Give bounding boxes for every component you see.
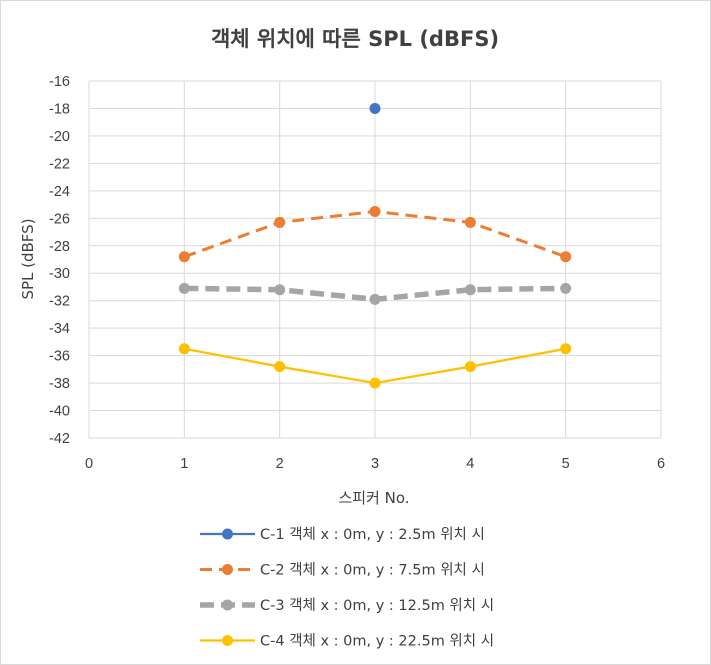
plot-series [178,102,572,389]
chart-title: 객체 위치에 따른 SPL (dBFS) [211,27,499,51]
legend-swatch-marker [222,528,233,540]
series-4-point [560,343,572,355]
y-tick-label: -16 [49,74,70,90]
legend-swatch-marker [222,564,233,575]
legend-label: C-3 객체 x : 0m, y : 12.5m 위치 시 [260,597,494,614]
x-tick-label: 0 [85,456,93,472]
x-tick-label: 1 [180,456,188,472]
series-4-point [464,361,476,373]
y-tick-label: -40 [49,404,70,420]
legend-label: C-1 객체 x : 0m, y : 2.5m 위치 시 [260,526,485,543]
y-tick-label: -18 [49,101,70,117]
x-tick-label: 2 [276,456,284,472]
legend-item-2: C-2 객체 x : 0m, y : 7.5m 위치 시 [200,562,485,579]
y-tick-label: -24 [49,184,70,200]
y-tick-label: -36 [49,349,70,365]
y-tick-label: -38 [49,376,70,392]
x-axis-title: 스피커 No. [338,489,409,507]
series-2-point [464,216,476,228]
legend: C-1 객체 x : 0m, y : 2.5m 위치 시 C-2 객체 x : 0… [200,526,494,650]
y-tick-label: -42 [49,431,70,447]
x-tick-label: 6 [657,456,665,472]
series-2-point [178,251,190,263]
series-3 [178,282,572,305]
series-4-point [369,377,381,389]
x-tick-label: 5 [562,456,570,472]
series-2 [178,205,572,263]
series-1 [369,102,381,114]
y-tick-label: -32 [49,294,70,310]
y-tick-label: -20 [49,129,70,145]
series-3-point [178,282,190,294]
series-4 [178,343,572,389]
series-2-point [369,205,381,217]
y-axis-title: SPL (dBFS) [19,218,37,299]
series-2-point [560,251,572,263]
legend-label: C-4 객체 x : 0m, y : 22.5m 위치 시 [260,633,494,650]
legend-item-1: C-1 객체 x : 0m, y : 2.5m 위치 시 [200,526,485,543]
y-axis-tick-labels: -16 -18 -20 -22 -24 -26 -28 -30 -32 -34 -36 -38 -40 -… [49,74,70,447]
y-tick-label: -28 [49,239,70,255]
series-2-point [274,216,286,228]
series-4-point [274,361,286,373]
series-4-point [178,343,190,355]
series-3-point [464,284,476,296]
y-tick-label: -30 [49,266,70,282]
legend-label: C-2 객체 x : 0m, y : 7.5m 위치 시 [260,562,485,579]
series-3-point [369,293,381,305]
series-3-point [560,282,572,294]
legend-item-4: C-4 객체 x : 0m, y : 22.5m 위치 시 [200,633,494,650]
x-tick-label: 4 [466,456,474,472]
x-tick-label: 3 [371,456,379,472]
series-1-point [369,102,381,114]
x-axis-tick-labels: 0 1 2 3 4 5 6 [85,456,665,472]
legend-swatch-marker [222,635,233,646]
legend-item-3: C-3 객체 x : 0m, y : 12.5m 위치 시 [200,597,494,614]
legend-swatch-marker [222,599,233,611]
y-tick-label: -22 [49,156,70,172]
y-tick-label: -34 [49,321,70,337]
series-3-point [274,284,286,296]
y-tick-label: -26 [49,211,70,227]
